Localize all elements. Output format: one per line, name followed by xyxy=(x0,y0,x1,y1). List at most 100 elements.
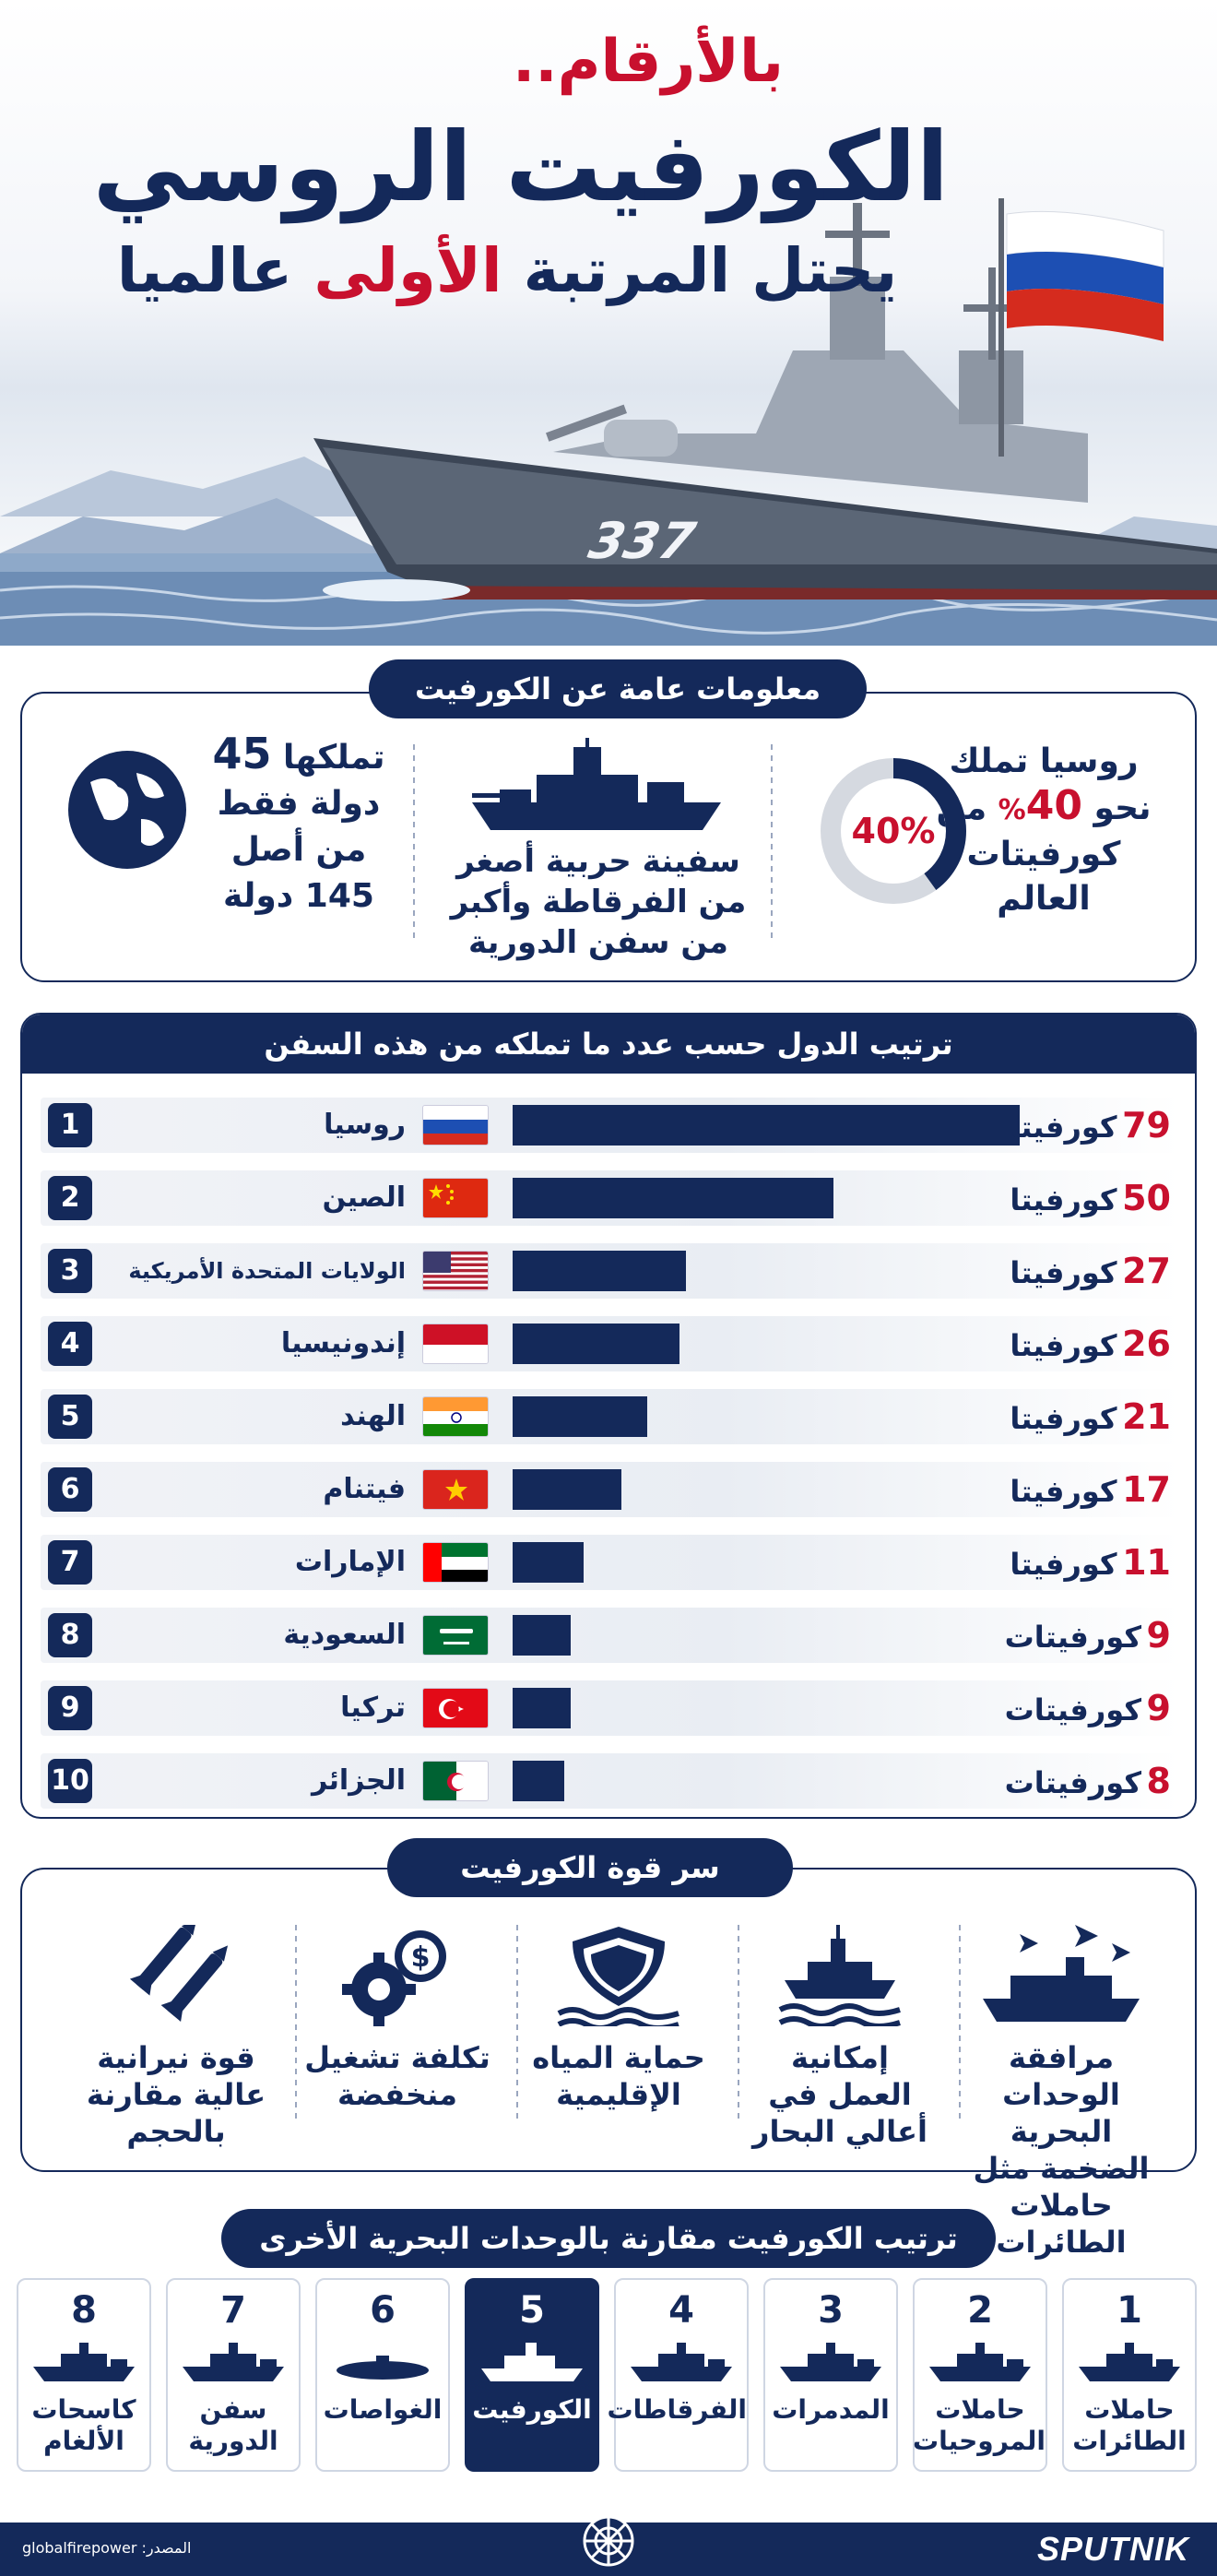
ship-waves-icon xyxy=(778,1925,901,2026)
strength-item-escort: مرافقة الوحدات البحرية الضخمة مثل حاملات… xyxy=(955,1925,1167,2261)
bar-uae xyxy=(513,1542,584,1583)
comparison-card: 5 الكورفيت xyxy=(465,2278,599,2472)
russia-share-donut: 40% xyxy=(821,758,966,904)
bar-china xyxy=(513,1178,833,1218)
ranking-title: ترتيب الدول حسب عدد ما تملكه من هذه السف… xyxy=(22,1015,1195,1074)
strength-item-territorial: حماية المياه الإقليمية xyxy=(513,1925,725,2113)
ship-aircraft-icon xyxy=(983,1925,1140,2022)
indonesia-flag-icon xyxy=(422,1324,489,1364)
india-flag-icon xyxy=(422,1396,489,1437)
rank-number: 4 xyxy=(48,1322,92,1366)
ship-icon xyxy=(168,2339,299,2389)
comparison-rank: 2 xyxy=(967,2289,993,2332)
hero-section: بالأرقام.. الكورفيت الروسي يحتل المرتبة … xyxy=(0,0,1217,646)
comparison-rank: 6 xyxy=(370,2289,396,2332)
title-highlight: الأولى xyxy=(313,235,502,306)
ranking-row: 1 روسيا 79 كورفيتا xyxy=(41,1098,1180,1153)
comparison-label: سفن الدورية xyxy=(188,2394,278,2456)
count-value: 27 xyxy=(1122,1251,1171,1291)
count-label: 50 كورفيتا xyxy=(1010,1170,1171,1233)
count-label: 26 كورفيتا xyxy=(1010,1316,1171,1379)
algeria-flag-icon xyxy=(422,1761,489,1801)
rank-number: 9 xyxy=(48,1686,92,1730)
count-unit: كورفيتا xyxy=(1010,1547,1117,1582)
source-text: المصدر: globalfirepower xyxy=(22,2539,192,2557)
comparison-section-title: ترتيب الكورفيت مقارنة بالوحدات البحرية ا… xyxy=(221,2209,996,2268)
comparison-rank: 4 xyxy=(668,2289,694,2332)
ship-icon xyxy=(317,2339,448,2389)
vietnam-flag-icon xyxy=(422,1469,489,1510)
count-unit: كورفيتا xyxy=(1010,1110,1117,1145)
count-value: 11 xyxy=(1122,1542,1171,1583)
count-label: 9 كورفيتات xyxy=(1005,1608,1171,1670)
divider xyxy=(959,1925,961,2119)
divider xyxy=(516,1925,518,2119)
country-name: إندونيسيا xyxy=(280,1327,406,1359)
comparison-card: 2 حاملات المروحيات xyxy=(913,2278,1047,2472)
missiles-icon xyxy=(129,1925,229,2022)
ranking-panel: ترتيب الدول حسب عدد ما تملكه من هذه السف… xyxy=(20,1013,1197,1819)
count-value: 17 xyxy=(1122,1469,1171,1510)
ranking-row: 4 إندونيسيا 26 كورفيتا xyxy=(41,1316,1180,1371)
ship-icon xyxy=(1064,2339,1195,2389)
count-value: 9 xyxy=(1146,1688,1171,1728)
country-name: الجزائر xyxy=(311,1764,406,1797)
divider xyxy=(771,744,773,938)
china-flag-icon xyxy=(422,1178,489,1218)
comparison-card: 1 حاملات الطائرات xyxy=(1062,2278,1197,2472)
bar-usa xyxy=(513,1251,686,1291)
ship-number: 337 xyxy=(584,512,701,570)
country-name: تركيا xyxy=(340,1692,406,1724)
ranking-row: 2 الصين 50 كورفيتا xyxy=(41,1170,1180,1226)
brand-logo: SPUTNIK xyxy=(1036,2530,1189,2568)
count-label: 79 كورفيتا xyxy=(1010,1098,1171,1160)
shield-waves-icon xyxy=(557,1927,679,2026)
country-name: الهند xyxy=(340,1400,406,1432)
rank-number: 8 xyxy=(48,1613,92,1657)
ship-icon xyxy=(18,2339,149,2389)
count-unit: كورفيتا xyxy=(1010,1255,1117,1290)
russia-flag-icon xyxy=(422,1105,489,1146)
strength-section-title: سر قوة الكورفيت xyxy=(387,1838,793,1897)
count-unit: كورفيتا xyxy=(1010,1328,1117,1363)
comparison-section: ترتيب الكورفيت مقارنة بالوحدات البحرية ا… xyxy=(0,2209,1217,2476)
count-value: 26 xyxy=(1122,1324,1171,1364)
country-name: فيتنام xyxy=(323,1473,406,1505)
count-unit: كورفيتا xyxy=(1010,1474,1117,1509)
comparison-rank: 1 xyxy=(1117,2289,1142,2332)
info-section-title: معلومات عامة عن الكورفيت xyxy=(369,659,867,718)
corvette-definition: سفينة حربية أصغر من الفرقاطة وأكبر من سف… xyxy=(450,843,747,961)
bar-indonesia xyxy=(513,1324,679,1364)
count-value: 9 xyxy=(1146,1615,1171,1656)
warship-icon xyxy=(472,738,721,830)
rank-number: 6 xyxy=(48,1467,92,1512)
country-name: روسيا xyxy=(324,1109,406,1141)
strength-item-high-seas: إمكانية العمل في أعالي البحار xyxy=(734,1925,946,2150)
divider xyxy=(295,1925,297,2119)
count-unit: كورفيتات xyxy=(1004,1765,1141,1800)
row-background xyxy=(41,1680,1180,1736)
strength-item-firepower: قوة نيرانية عالية مقارنة بالحجم xyxy=(70,1925,282,2150)
comparison-card: 6 الغواصات xyxy=(315,2278,450,2472)
ship-icon xyxy=(616,2339,747,2389)
bar-india xyxy=(513,1396,647,1437)
count-label: 21 كورفيتا xyxy=(1010,1389,1171,1452)
comparison-rank: 7 xyxy=(220,2289,246,2332)
count-value: 8 xyxy=(1146,1761,1171,1801)
rank-number: 10 xyxy=(48,1759,92,1803)
ranking-row: 6 فيتنام 17 كورفيتا xyxy=(41,1462,1180,1517)
rank-number: 7 xyxy=(48,1540,92,1585)
count-value: 79 xyxy=(1122,1105,1171,1146)
count-value: 21 xyxy=(1122,1396,1171,1437)
globe-icon xyxy=(68,751,186,869)
bar-vietnam xyxy=(513,1469,621,1510)
comparison-rank: 3 xyxy=(818,2289,844,2332)
comparison-label: الغواصات xyxy=(323,2394,443,2425)
ranking-row: 9 تركيا 9 كورفيتات xyxy=(41,1680,1180,1736)
count-label: 8 كورفيتات xyxy=(1005,1753,1171,1816)
ranking-row: 5 الهند 21 كورفيتا xyxy=(41,1389,1180,1444)
owners-text: تملكها 45 دولة فقط من أصل 145 دولة xyxy=(212,729,385,915)
comparison-label: حاملات الطائرات xyxy=(1072,2394,1187,2456)
general-info-box: روسيا تملك نحو 40% من كورفيتات العالم 40… xyxy=(20,692,1197,982)
ranking-row: 10 الجزائر 8 كورفيتات xyxy=(41,1753,1180,1809)
